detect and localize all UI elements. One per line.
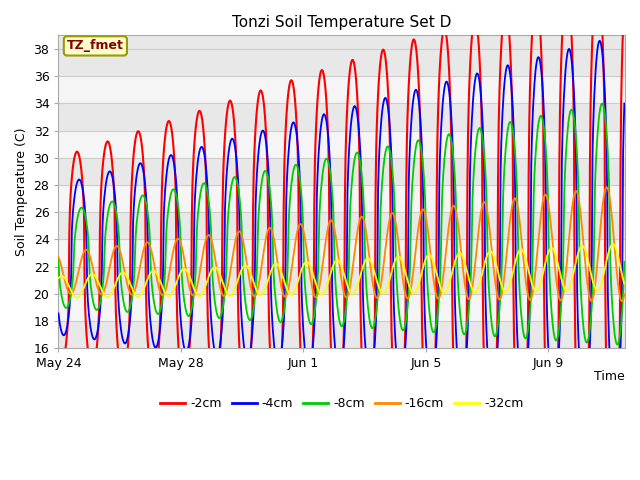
Bar bbox=[58, 212, 625, 240]
Bar bbox=[58, 294, 625, 321]
Y-axis label: Soil Temperature (C): Soil Temperature (C) bbox=[15, 128, 28, 256]
Bar bbox=[58, 321, 625, 348]
Text: Time: Time bbox=[595, 370, 625, 383]
Bar bbox=[58, 49, 625, 76]
Legend: -2cm, -4cm, -8cm, -16cm, -32cm: -2cm, -4cm, -8cm, -16cm, -32cm bbox=[155, 392, 529, 415]
Text: TZ_fmet: TZ_fmet bbox=[67, 39, 124, 52]
Bar bbox=[58, 131, 625, 158]
Title: Tonzi Soil Temperature Set D: Tonzi Soil Temperature Set D bbox=[232, 15, 451, 30]
Bar bbox=[58, 76, 625, 103]
Bar bbox=[58, 240, 625, 266]
Bar bbox=[58, 185, 625, 212]
Bar bbox=[58, 266, 625, 294]
Bar bbox=[58, 103, 625, 131]
Bar bbox=[58, 158, 625, 185]
